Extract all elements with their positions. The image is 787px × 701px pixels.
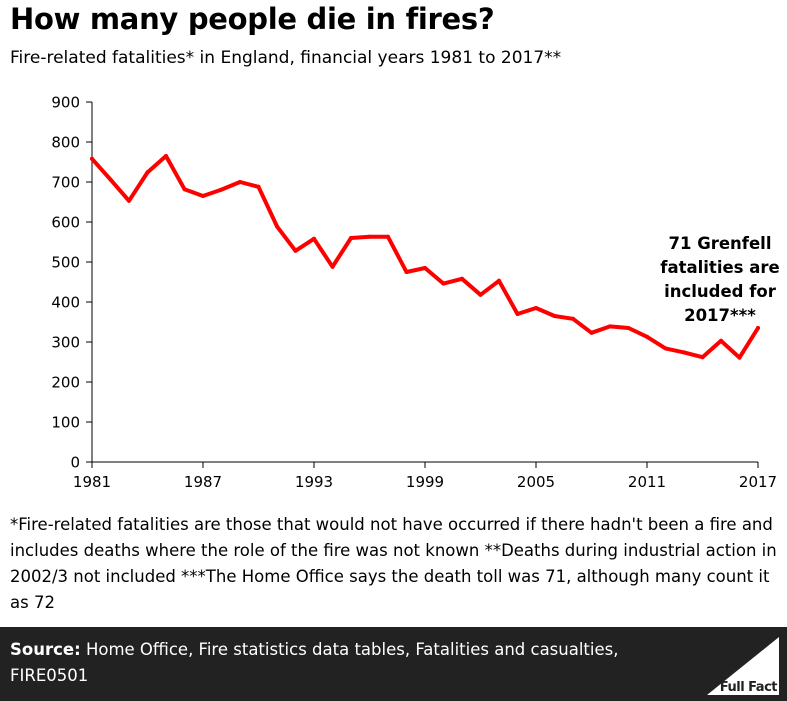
y-tick-label: 400	[51, 294, 80, 312]
fatalities-line	[90, 154, 760, 360]
data-point	[256, 184, 261, 189]
data-point	[719, 338, 723, 343]
data-point	[626, 326, 631, 330]
data-point	[608, 324, 612, 329]
data-point	[423, 266, 427, 270]
y-tick-label: 500	[51, 254, 80, 272]
data-point	[145, 170, 150, 175]
chart-series	[90, 154, 760, 360]
data-point	[219, 187, 224, 192]
y-tick-label: 100	[51, 414, 80, 432]
data-point	[330, 264, 335, 269]
data-point	[682, 350, 686, 355]
data-point	[460, 276, 464, 281]
data-point	[441, 281, 446, 286]
data-point	[90, 156, 94, 161]
y-tick-label: 0	[70, 454, 80, 472]
full-fact-logo-icon	[707, 637, 779, 695]
logo-text: Full Fact	[719, 680, 778, 695]
chart-title: How many people die in fires?	[10, 2, 495, 36]
y-tick-label: 900	[51, 94, 80, 112]
data-point	[201, 194, 205, 198]
data-point	[404, 270, 409, 274]
data-point	[275, 224, 279, 229]
y-tick-label: 700	[51, 174, 80, 192]
annotation-line: 71 Grenfell	[668, 234, 771, 253]
data-point	[552, 314, 557, 318]
x-tick-label: 1987	[184, 473, 222, 491]
data-point	[534, 306, 538, 310]
data-point	[700, 355, 705, 360]
annotation-line: fatalities are	[660, 258, 779, 277]
data-point	[367, 234, 372, 239]
data-point	[497, 278, 501, 283]
y-tick-label: 200	[51, 374, 80, 392]
data-point	[478, 292, 483, 297]
data-point	[589, 330, 594, 335]
data-point	[386, 234, 390, 239]
data-point	[571, 316, 575, 321]
data-point	[182, 187, 187, 192]
data-point	[756, 326, 760, 330]
chart-subtitle: Fire-related fatalities* in England, fin…	[10, 48, 562, 68]
source-label: Source:	[10, 640, 81, 659]
data-point	[312, 236, 316, 241]
annotation-line: included for	[664, 282, 777, 301]
data-point	[127, 198, 131, 203]
data-point	[108, 177, 113, 182]
y-tick-label: 800	[51, 134, 80, 152]
x-tick-label: 2011	[628, 473, 666, 491]
data-point	[164, 154, 168, 158]
data-point	[515, 312, 520, 316]
y-tick-label: 300	[51, 334, 80, 352]
x-tick-label: 1999	[406, 473, 444, 491]
x-tick-label: 1981	[73, 473, 111, 491]
data-point	[349, 236, 353, 240]
data-point	[663, 346, 668, 351]
x-tick-label: 1993	[295, 473, 333, 491]
annotation-line: 2017***	[684, 306, 756, 325]
chart-annotation: 71 Grenfell fatalities are included for 201…	[660, 234, 779, 325]
source-text: Source: Home Office, Fire statistics dat…	[10, 637, 660, 689]
data-point	[645, 334, 649, 339]
x-tick-label: 2005	[517, 473, 555, 491]
x-tick-label: 2017	[739, 473, 777, 491]
chart-axes: 0 100 200 300 400 500 600 700 800 900 1981 1987 1993…	[51, 94, 777, 492]
source-value: Home Office, Fire statistics data tables…	[10, 640, 619, 685]
data-point	[737, 355, 742, 360]
footnotes: *Fire-related fatalities are those that …	[10, 515, 777, 612]
data-point	[238, 180, 242, 184]
line-chart: 0 100 200 300 400 500 600 700 800 900 1981 1987 1993…	[51, 94, 779, 492]
source-footer: Source: Home Office, Fire statistics dat…	[0, 627, 787, 701]
y-tick-label: 600	[51, 214, 80, 232]
data-point	[293, 248, 298, 253]
